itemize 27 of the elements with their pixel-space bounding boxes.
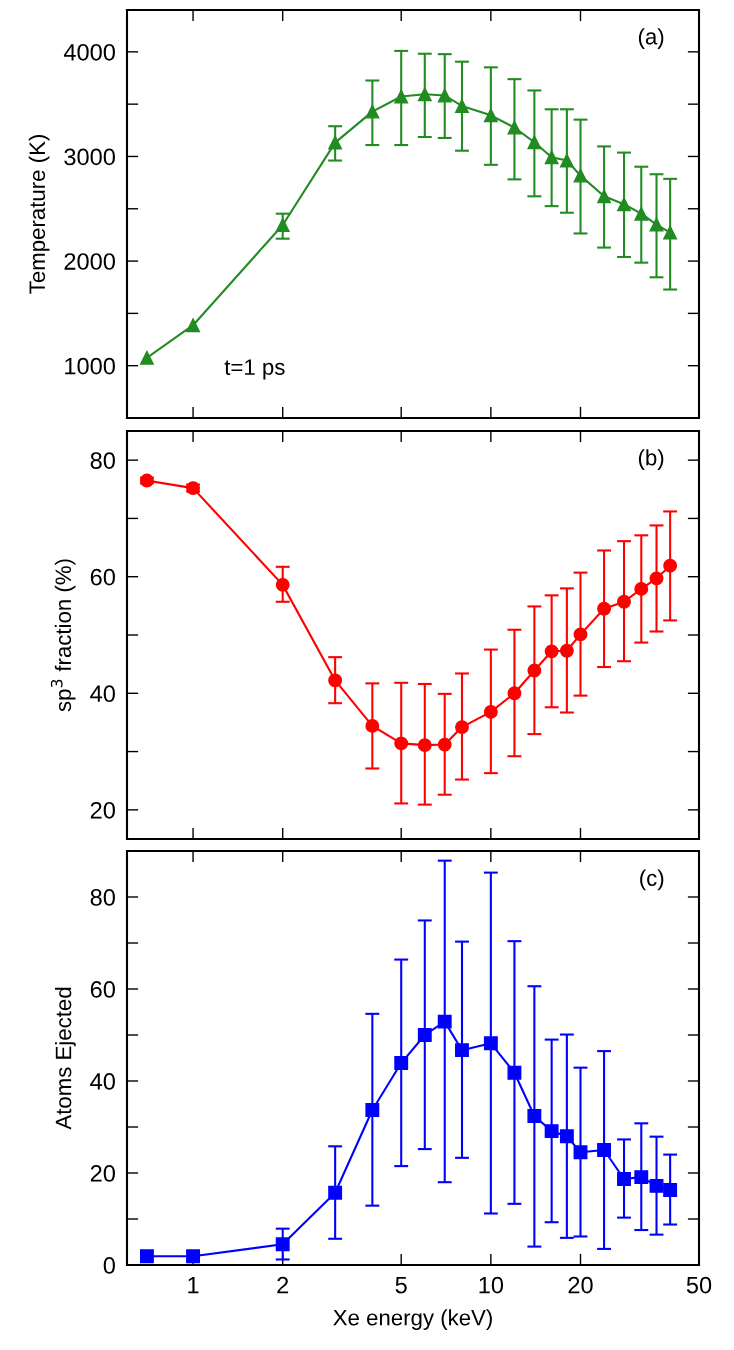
y-tick-label: 80 bbox=[90, 889, 115, 906]
y-tick-label: 40 bbox=[90, 1073, 115, 1090]
x-tick-label: 2 bbox=[277, 1276, 289, 1294]
y-tick-label: 4000 bbox=[63, 43, 115, 61]
y-tick-label: 60 bbox=[90, 568, 115, 586]
y-tick-label: 0 bbox=[103, 1257, 115, 1274]
y-axis-title: sp$^{3}$ fraction (%) bbox=[50, 559, 76, 712]
y-axis-title: Atoms Ejected bbox=[55, 987, 76, 1130]
y-tick-label: 2000 bbox=[64, 253, 115, 270]
y-tick-label: 40 bbox=[90, 685, 115, 703]
y-tick-label: 1000 bbox=[65, 357, 115, 375]
y-tick-label: 80 bbox=[90, 452, 115, 469]
x-tick-label: 1 bbox=[188, 1276, 199, 1294]
annotation: t=1 ps bbox=[224, 359, 285, 380]
annotation: (c) bbox=[640, 869, 664, 891]
y-tick-label: 20 bbox=[90, 1165, 115, 1182]
y-tick-label: 3000 bbox=[64, 148, 115, 166]
x-axis-title: Xe energy (keV) bbox=[333, 1309, 492, 1330]
x-tick-label: 50 bbox=[686, 1276, 712, 1294]
y-tick-label: 60 bbox=[90, 981, 115, 998]
x-tick-label: 10 bbox=[479, 1276, 504, 1294]
y-tick-label: 20 bbox=[90, 801, 115, 819]
y-axis-title: Temperature (K) bbox=[28, 135, 50, 294]
x-tick-label: 5 bbox=[395, 1276, 407, 1294]
annotation: (b) bbox=[638, 449, 664, 470]
annotation: (a) bbox=[638, 28, 664, 49]
x-tick-label: 20 bbox=[568, 1276, 593, 1294]
